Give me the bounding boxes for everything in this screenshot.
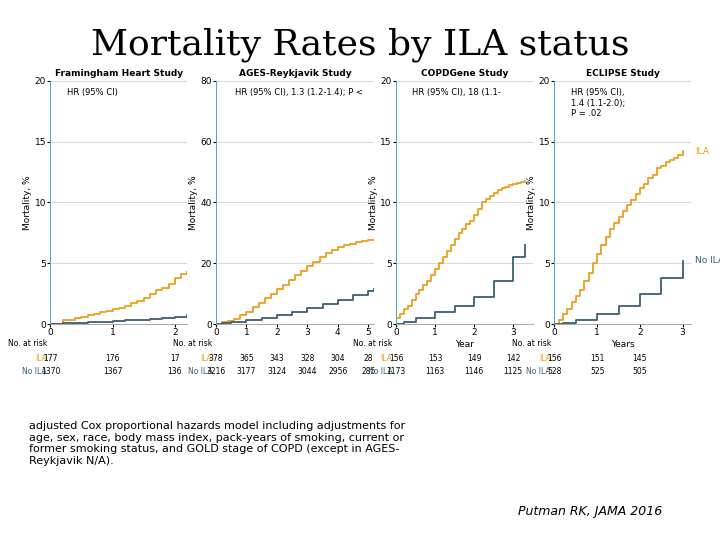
Text: 136: 136 [168,367,182,376]
Text: 525: 525 [590,367,604,376]
Text: 176: 176 [105,354,120,363]
Text: 1125: 1125 [504,367,523,376]
Text: ILA: ILA [381,354,392,363]
Text: No. at risk: No. at risk [353,339,392,348]
Text: 156: 156 [389,354,403,363]
Text: 528: 528 [547,367,562,376]
Text: 151: 151 [590,354,604,363]
X-axis label: Years: Years [611,340,634,349]
Text: ILA: ILA [539,354,551,363]
Text: Mortality Rates by ILA status: Mortality Rates by ILA status [91,27,629,62]
Text: 177: 177 [43,354,58,363]
Text: No ILA: No ILA [368,367,392,376]
Text: Framingham Heart Study: Framingham Heart Study [55,69,183,78]
Text: Putman RK, JAMA 2016: Putman RK, JAMA 2016 [518,505,662,518]
Text: No. at risk: No. at risk [7,339,47,348]
Y-axis label: Mortality, %: Mortality, % [189,175,197,230]
Text: 3124: 3124 [267,367,287,376]
Text: No ILA: No ILA [22,367,47,376]
Text: AGES-Reykjavik Study: AGES-Reykjavik Study [239,69,351,78]
Text: 3216: 3216 [207,367,225,376]
Text: ILA: ILA [201,354,212,363]
Y-axis label: Mortality, %: Mortality, % [369,175,377,230]
Text: 28: 28 [364,354,373,363]
Text: 3044: 3044 [297,367,317,376]
Text: 328: 328 [300,354,315,363]
Text: 285: 285 [361,367,376,376]
Text: ILA: ILA [696,147,709,156]
Text: No ILA: No ILA [696,256,720,265]
Text: 1367: 1367 [103,367,122,376]
Text: No. at risk: No. at risk [173,339,212,348]
Text: HR (95% CI): HR (95% CI) [67,88,117,97]
X-axis label: Year: Year [455,340,474,349]
Text: ECLIPSE Study: ECLIPSE Study [586,69,660,78]
Text: 149: 149 [467,354,482,363]
Text: 145: 145 [633,354,647,363]
Text: adjusted Cox proportional hazards model including adjustments for
age, sex, race: adjusted Cox proportional hazards model … [29,421,405,466]
Text: 1146: 1146 [464,367,484,376]
Text: 1163: 1163 [426,367,445,376]
Text: 304: 304 [330,354,345,363]
Text: No ILA: No ILA [526,367,551,376]
Text: HR (95% CI),
1.4 (1.1-2.0);
P = .02: HR (95% CI), 1.4 (1.1-2.0); P = .02 [571,88,625,118]
Y-axis label: Mortality, %: Mortality, % [527,175,536,230]
Text: HR (95% CI), 1.3 (1.2-1.4); P <: HR (95% CI), 1.3 (1.2-1.4); P < [235,88,363,97]
Text: 156: 156 [547,354,562,363]
Text: 505: 505 [633,367,647,376]
Text: 3177: 3177 [237,367,256,376]
Text: 17: 17 [170,354,179,363]
Text: ILA: ILA [35,354,47,363]
Text: No. at risk: No. at risk [511,339,551,348]
Text: HR (95% CI), 18 (1.1-: HR (95% CI), 18 (1.1- [413,88,501,97]
Y-axis label: Mortality, %: Mortality, % [23,175,32,230]
Text: 153: 153 [428,354,442,363]
Text: COPDGene Study: COPDGene Study [420,69,508,78]
Text: 378: 378 [209,354,223,363]
Text: 343: 343 [269,354,284,363]
Text: 142: 142 [506,354,521,363]
Text: No ILA: No ILA [188,367,212,376]
Text: 1370: 1370 [41,367,60,376]
Text: 1173: 1173 [387,367,405,376]
Text: 2956: 2956 [328,367,348,376]
Text: 365: 365 [239,354,253,363]
